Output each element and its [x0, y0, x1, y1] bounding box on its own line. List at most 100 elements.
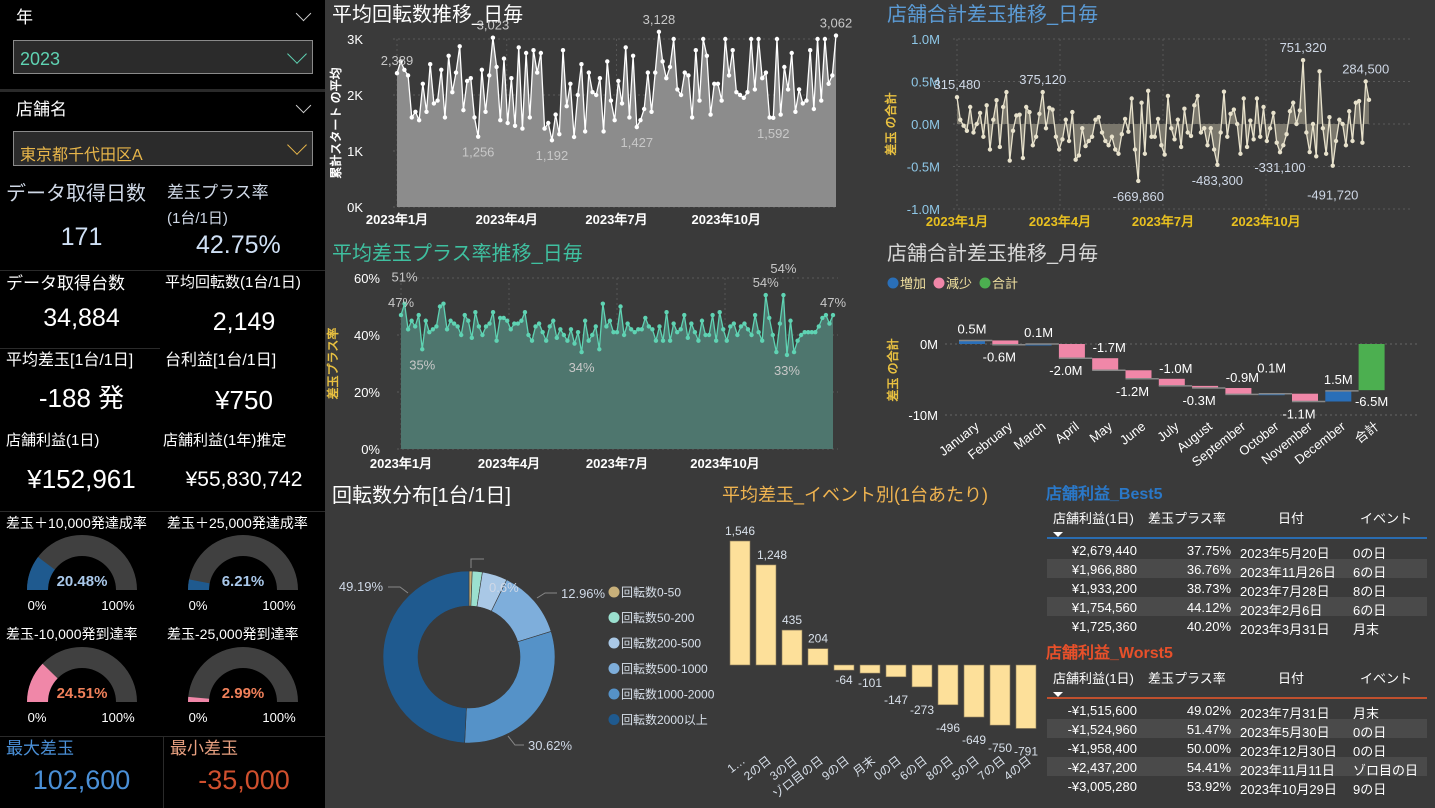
slice-label: 30.62% [528, 738, 573, 753]
plus-rate-cell: 50.00% [1186, 741, 1231, 756]
data-point [531, 48, 536, 53]
leader-line [388, 586, 409, 594]
table-row[interactable]: -¥1,524,960 51.47% 2023年5月30日 0の日 [1047, 719, 1427, 740]
event-cell: 8の日 [1353, 584, 1387, 599]
gauge-fill [27, 663, 58, 702]
data-point [822, 36, 828, 42]
max-diff-value: 102,600 [32, 765, 131, 795]
table-row[interactable]: ¥1,966,880 36.76% 2023年11月26日 6の日 [1047, 559, 1427, 580]
data-point [1218, 130, 1223, 135]
data-point [782, 64, 787, 70]
table-row[interactable]: ¥1,933,200 38.73% 2023年7月28日 8の日 [1047, 578, 1427, 599]
table-row[interactable]: -¥1,515,600 49.02% 2023年7月31日 月末 [1047, 700, 1427, 721]
data-label: 1.5M [1324, 372, 1353, 387]
date-cell: 2023年7月28日 [1240, 584, 1330, 599]
data-point [405, 73, 411, 78]
legend-label: 合計 [992, 276, 1018, 291]
data-point [785, 87, 791, 92]
data-label: -483,300 [1192, 173, 1243, 188]
y-tick-label: 1K [347, 144, 363, 159]
store-dropdown[interactable]: 東京都千代田区A [13, 131, 313, 166]
data-point [1182, 106, 1187, 111]
data-point [490, 35, 496, 40]
table-row[interactable]: ¥1,725,360 40.20% 2023年3月31日 月末 [1047, 616, 1427, 637]
data-point [453, 70, 459, 75]
kpi-avg-diff-value: -188 発 [38, 383, 125, 413]
data-point [728, 324, 733, 329]
table-row[interactable]: -¥2,437,200 54.41% 2023年11月11日 ゾロ目の日 [1047, 757, 1427, 778]
waterfall-bar [1292, 393, 1318, 402]
profit-cell: -¥1,524,960 [1067, 722, 1137, 737]
event-cell: 月末 [1353, 706, 1380, 721]
data-point [795, 338, 800, 343]
data-point [1347, 109, 1352, 114]
data-point [1159, 143, 1164, 148]
data-point [737, 92, 743, 98]
data-point [512, 123, 518, 128]
x-tick-label: March [1011, 419, 1049, 453]
data-point [536, 321, 542, 326]
data-point [612, 118, 617, 123]
data-point [547, 324, 552, 329]
data-point [480, 332, 485, 338]
data-label: -1.1M [1282, 407, 1315, 422]
data-point [734, 90, 739, 95]
gauge: 6.21% 0% 100% [187, 535, 298, 613]
data-label: 3,062 [820, 16, 853, 31]
data-point [971, 130, 976, 135]
data-point [1178, 144, 1184, 150]
data-point [623, 45, 628, 50]
data-point [796, 87, 802, 92]
data-label: 204 [808, 632, 828, 646]
kpi-machine-profit-label: 台利益[1台/1日] [165, 352, 277, 369]
data-point [671, 36, 676, 42]
sort-descending-icon[interactable] [1053, 692, 1063, 697]
data-point [568, 327, 574, 332]
data-point [830, 312, 836, 318]
data-point [760, 76, 765, 81]
column-header[interactable]: 日付 [1278, 511, 1305, 526]
date-cell: 2023年7月31日 [1240, 706, 1330, 721]
year-dropdown[interactable]: 2023 [13, 40, 313, 74]
table-row[interactable]: -¥3,005,280 53.92% 2023年10月29日 9の日 [1047, 776, 1427, 797]
data-point [527, 115, 533, 120]
data-point [579, 61, 584, 67]
data-label: -0.9M [1226, 370, 1259, 385]
legend-marker [608, 586, 620, 598]
data-point [723, 36, 728, 42]
column-header[interactable]: イベント [1360, 511, 1413, 526]
table-row[interactable]: ¥2,679,440 37.75% 2023年5月20日 0の日 [1047, 540, 1427, 561]
data-point [515, 321, 521, 326]
data-point [1145, 88, 1151, 94]
data-point [789, 50, 794, 56]
column-header[interactable]: 店舗利益(1日) [1053, 671, 1134, 686]
data-point [632, 329, 637, 335]
date-cell: 2023年11月11日 [1240, 763, 1335, 778]
data-point [977, 110, 983, 116]
data-label: 3,023 [477, 18, 510, 33]
column-header[interactable]: 差玉プラス率 [1148, 511, 1226, 526]
data-point [1152, 134, 1157, 139]
data-label: -750 [988, 741, 1012, 755]
data-point [793, 109, 798, 115]
column-header[interactable]: イベント [1360, 671, 1413, 686]
data-point [1274, 140, 1279, 145]
data-point [505, 120, 510, 126]
data-point [806, 329, 811, 335]
sort-descending-icon[interactable] [1053, 532, 1063, 537]
legend-label: 回転数200-500 [621, 636, 701, 651]
data-point [1126, 129, 1131, 134]
column-header[interactable]: 差玉プラス率 [1148, 671, 1226, 686]
data-point [439, 67, 444, 73]
column-header[interactable]: 店舗利益(1日) [1053, 511, 1134, 526]
data-point [442, 115, 448, 120]
data-point [1238, 151, 1243, 156]
event-cell: 0の日 [1353, 744, 1387, 759]
data-point [490, 310, 496, 315]
table-row[interactable]: ¥1,754,560 44.12% 2023年2月6日 6の日 [1047, 597, 1427, 618]
table-row[interactable]: -¥1,958,400 50.00% 2023年12月30日 0の日 [1047, 738, 1427, 759]
data-label: -491,720 [1307, 188, 1358, 203]
gauge: 2.99% 0% 100% [187, 647, 298, 725]
data-point [509, 76, 514, 81]
column-header[interactable]: 日付 [1278, 671, 1305, 686]
